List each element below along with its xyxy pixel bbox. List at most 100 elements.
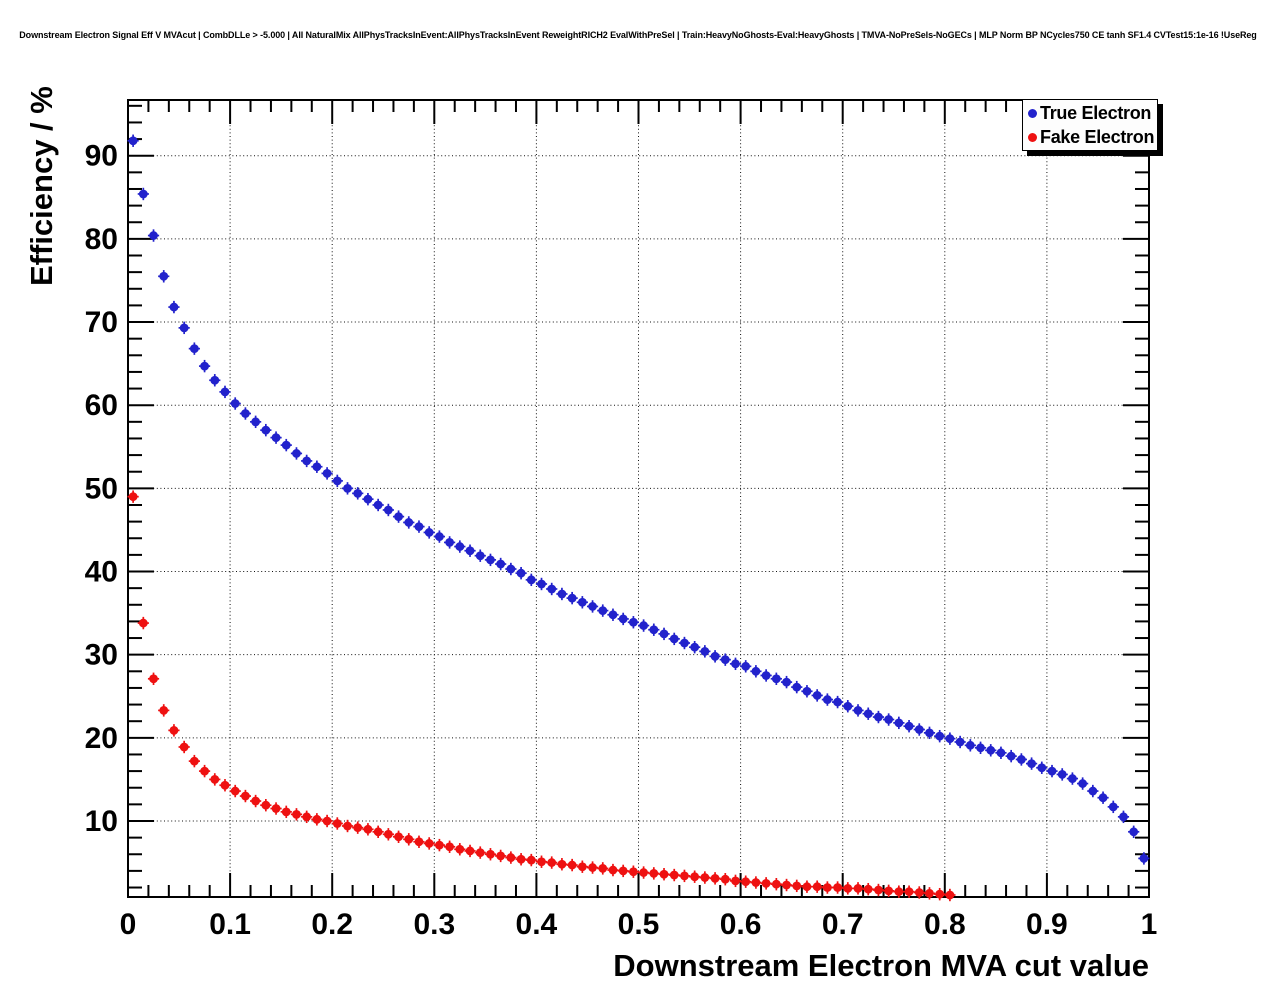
marker-fake-electron bbox=[261, 800, 271, 810]
marker-true-electron bbox=[1047, 766, 1057, 776]
marker-fake-electron bbox=[251, 796, 261, 806]
marker-fake-electron bbox=[516, 854, 526, 864]
marker-fake-electron bbox=[914, 888, 924, 897]
marker-fake-electron bbox=[904, 887, 914, 897]
legend-label-fake-electron: Fake Electron bbox=[1040, 126, 1155, 147]
marker-fake-electron bbox=[189, 756, 199, 766]
marker-fake-electron bbox=[649, 868, 659, 878]
marker-true-electron bbox=[526, 575, 536, 585]
marker-true-electron bbox=[628, 617, 638, 627]
marker-true-electron bbox=[792, 682, 802, 692]
y-tick-label: 10 bbox=[85, 805, 118, 838]
marker-true-electron bbox=[302, 456, 312, 466]
marker-true-electron bbox=[230, 399, 240, 408]
marker-true-electron bbox=[1108, 802, 1118, 812]
marker-true-electron bbox=[863, 709, 873, 719]
marker-true-electron bbox=[965, 740, 975, 750]
x-tick-label: 0.3 bbox=[413, 908, 455, 941]
marker-fake-electron bbox=[332, 819, 342, 828]
marker-true-electron bbox=[782, 677, 791, 687]
marker-fake-electron bbox=[618, 866, 628, 876]
marker-true-electron bbox=[761, 671, 771, 680]
marker-fake-electron bbox=[281, 807, 291, 817]
marker-true-electron bbox=[955, 737, 965, 747]
plot-title: Downstream Electron Signal Eff V MVAcut … bbox=[19, 30, 1257, 40]
legend-entry-fake-electron: Fake Electron bbox=[1023, 126, 1157, 149]
marker-fake-electron bbox=[669, 870, 679, 880]
marker-true-electron bbox=[159, 271, 169, 281]
marker-fake-electron bbox=[220, 780, 230, 790]
marker-fake-electron bbox=[486, 849, 495, 859]
marker-fake-electron bbox=[343, 821, 352, 831]
marker-true-electron bbox=[710, 651, 720, 661]
marker-true-electron bbox=[138, 189, 148, 199]
marker-true-electron bbox=[731, 659, 740, 669]
marker-fake-electron bbox=[741, 877, 751, 887]
marker-fake-electron bbox=[424, 839, 434, 848]
marker-fake-electron bbox=[884, 886, 894, 896]
marker-true-electron bbox=[496, 559, 506, 569]
marker-fake-electron bbox=[833, 883, 842, 892]
marker-fake-electron bbox=[383, 829, 393, 839]
marker-fake-electron bbox=[138, 618, 148, 628]
marker-fake-electron bbox=[690, 872, 700, 882]
marker-fake-electron bbox=[210, 775, 220, 784]
marker-true-electron bbox=[1078, 779, 1088, 788]
marker-true-electron bbox=[1119, 812, 1128, 822]
marker-true-electron bbox=[516, 568, 526, 578]
marker-true-electron bbox=[914, 725, 924, 734]
y-tick-label: 50 bbox=[85, 472, 118, 505]
marker-true-electron bbox=[986, 745, 996, 755]
marker-true-electron bbox=[169, 302, 179, 312]
marker-fake-electron bbox=[700, 873, 710, 882]
y-tick-label: 60 bbox=[85, 389, 118, 422]
marker-true-electron bbox=[1057, 770, 1067, 779]
marker-fake-electron bbox=[149, 674, 158, 684]
x-tick-label: 0 bbox=[120, 908, 137, 941]
marker-true-electron bbox=[751, 666, 761, 676]
legend-entry-true-electron: True Electron bbox=[1023, 102, 1157, 125]
marker-true-electron bbox=[1037, 763, 1047, 773]
x-axis-title: Downstream Electron MVA cut value bbox=[613, 948, 1149, 983]
marker-true-electron bbox=[424, 528, 434, 537]
marker-fake-electron bbox=[680, 871, 689, 881]
marker-true-electron bbox=[281, 440, 291, 450]
marker-true-electron bbox=[455, 542, 465, 551]
y-tick-label: 70 bbox=[85, 306, 118, 339]
marker-fake-electron bbox=[567, 860, 577, 870]
marker-fake-electron bbox=[628, 867, 638, 877]
marker-fake-electron bbox=[639, 868, 649, 877]
marker-true-electron bbox=[874, 712, 883, 722]
marker-fake-electron bbox=[547, 858, 557, 867]
marker-true-electron bbox=[220, 387, 230, 397]
marker-true-electron bbox=[1139, 854, 1149, 863]
marker-fake-electron bbox=[230, 786, 240, 796]
marker-true-electron bbox=[1016, 755, 1026, 764]
marker-true-electron bbox=[1098, 793, 1108, 803]
marker-fake-electron bbox=[659, 869, 669, 879]
marker-true-electron bbox=[822, 695, 832, 704]
marker-true-electron bbox=[1027, 759, 1036, 769]
marker-true-electron bbox=[925, 728, 934, 738]
marker-fake-electron bbox=[526, 855, 536, 865]
marker-true-electron bbox=[149, 231, 158, 240]
marker-true-electron bbox=[353, 488, 363, 498]
marker-true-electron bbox=[486, 555, 495, 565]
marker-true-electron bbox=[373, 500, 383, 510]
marker-fake-electron bbox=[363, 824, 373, 834]
marker-fake-electron bbox=[812, 882, 822, 892]
marker-fake-electron bbox=[771, 879, 781, 889]
marker-fake-electron bbox=[557, 859, 567, 869]
marker-true-electron bbox=[394, 512, 403, 522]
marker-fake-electron bbox=[843, 883, 853, 893]
marker-fake-electron bbox=[455, 844, 465, 854]
marker-true-electron bbox=[945, 734, 955, 744]
marker-fake-electron bbox=[577, 862, 587, 872]
marker-true-electron bbox=[843, 701, 853, 711]
y-axis-title: Efficiency / % bbox=[24, 86, 59, 286]
marker-true-electron bbox=[179, 323, 189, 333]
marker-fake-electron bbox=[241, 791, 250, 801]
marker-fake-electron bbox=[179, 742, 189, 752]
